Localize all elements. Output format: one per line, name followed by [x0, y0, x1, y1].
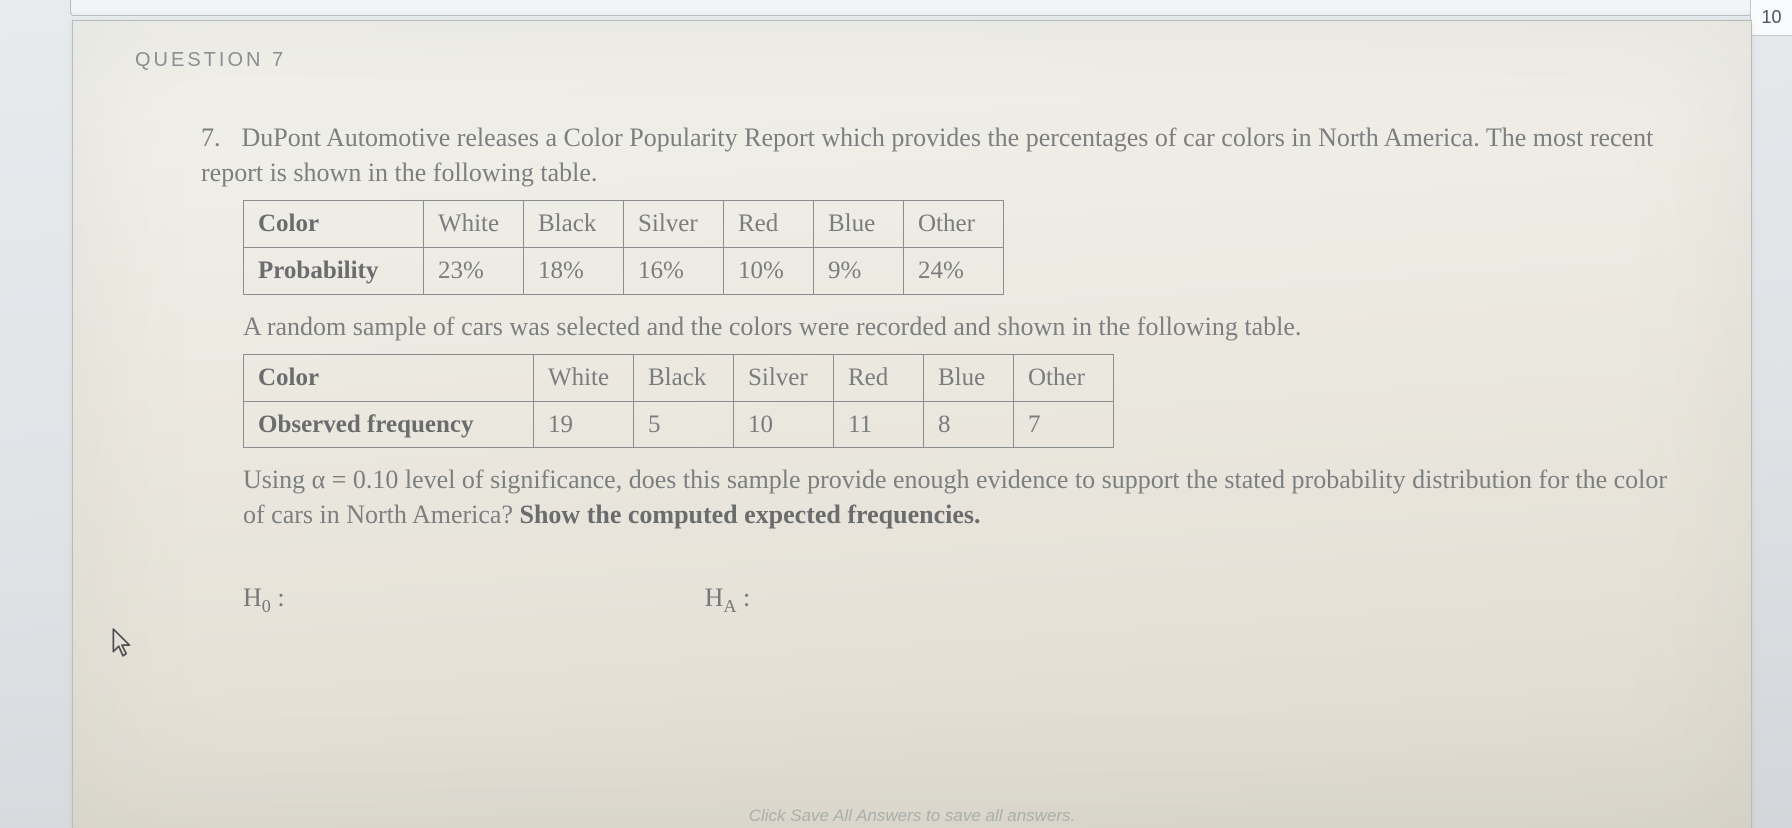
table-data-cell: 18% [524, 247, 624, 294]
question-header: QUESTION 7 [135, 49, 1695, 72]
table-header-cell: Black [634, 354, 734, 401]
alt-hypothesis-label: HA : [705, 580, 751, 619]
hyp-alt-colon: : [737, 583, 751, 612]
hyp-alt-sub: A [723, 597, 736, 617]
table-row-label: Probability [244, 247, 424, 294]
table-data-cell: 11 [834, 401, 924, 448]
table-data-cell: 7 [1014, 401, 1114, 448]
table-header-cell: White [424, 201, 524, 248]
table-row-label: Color [244, 201, 424, 248]
table-header-cell: Other [904, 201, 1004, 248]
hyp-null-h: H [243, 583, 262, 612]
hyp-null-sub: 0 [262, 597, 271, 617]
table-data-cell: 24% [904, 247, 1004, 294]
probability-table: ColorWhiteBlackSilverRedBlueOther Probabi… [243, 200, 1004, 295]
top-panel-strip [70, 0, 1752, 16]
hypothesis-row: H0 : HA : [243, 580, 1675, 619]
screen: 10 QUESTION 7 7. DuPont Automotive relea… [0, 0, 1792, 828]
cursor-icon [112, 628, 134, 658]
hyp-alt-h: H [705, 583, 724, 612]
table-data-cell: 9% [814, 247, 904, 294]
intro-text: DuPont Automotive releases a Color Popul… [201, 123, 1653, 187]
table-data-cell: 10 [734, 401, 834, 448]
table-header-cell: Blue [924, 354, 1014, 401]
question-body: 7. DuPont Automotive releases a Color Po… [201, 120, 1675, 619]
table-header-cell: Red [834, 354, 924, 401]
table-data-cell: 19 [534, 401, 634, 448]
table-header-cell: Silver [734, 354, 834, 401]
table-data-cell: 23% [424, 247, 524, 294]
table-header-cell: White [534, 354, 634, 401]
hyp-null-colon: : [271, 583, 285, 612]
table-data-cell: 5 [634, 401, 734, 448]
question-number: 7. [201, 120, 235, 155]
table-header-cell: Other [1014, 354, 1114, 401]
closing-paragraph: Using α = 0.10 level of significance, do… [243, 462, 1675, 532]
table-header-cell: Black [524, 201, 624, 248]
table-data-cell: 10% [724, 247, 814, 294]
footer-hint: Click Save All Answers to save all answe… [73, 806, 1751, 826]
table-row-label: Observed frequency [244, 401, 534, 448]
table-header-cell: Blue [814, 201, 904, 248]
table-header-cell: Red [724, 201, 814, 248]
points-badge: 10 [1750, 0, 1792, 36]
observed-frequency-table: ColorWhiteBlackSilverRedBlueOther Observe… [243, 354, 1114, 449]
table-data-cell: 16% [624, 247, 724, 294]
mid-paragraph: A random sample of cars was selected and… [243, 309, 1675, 344]
closing-text-b: Show the computed expected frequencies. [520, 500, 981, 529]
table-row-label: Color [244, 354, 534, 401]
table-data-cell: 8 [924, 401, 1014, 448]
null-hypothesis-label: H0 : [243, 580, 285, 619]
table-header-cell: Silver [624, 201, 724, 248]
intro-paragraph: 7. DuPont Automotive releases a Color Po… [201, 120, 1675, 190]
question-card: QUESTION 7 7. DuPont Automotive releases… [72, 20, 1752, 828]
